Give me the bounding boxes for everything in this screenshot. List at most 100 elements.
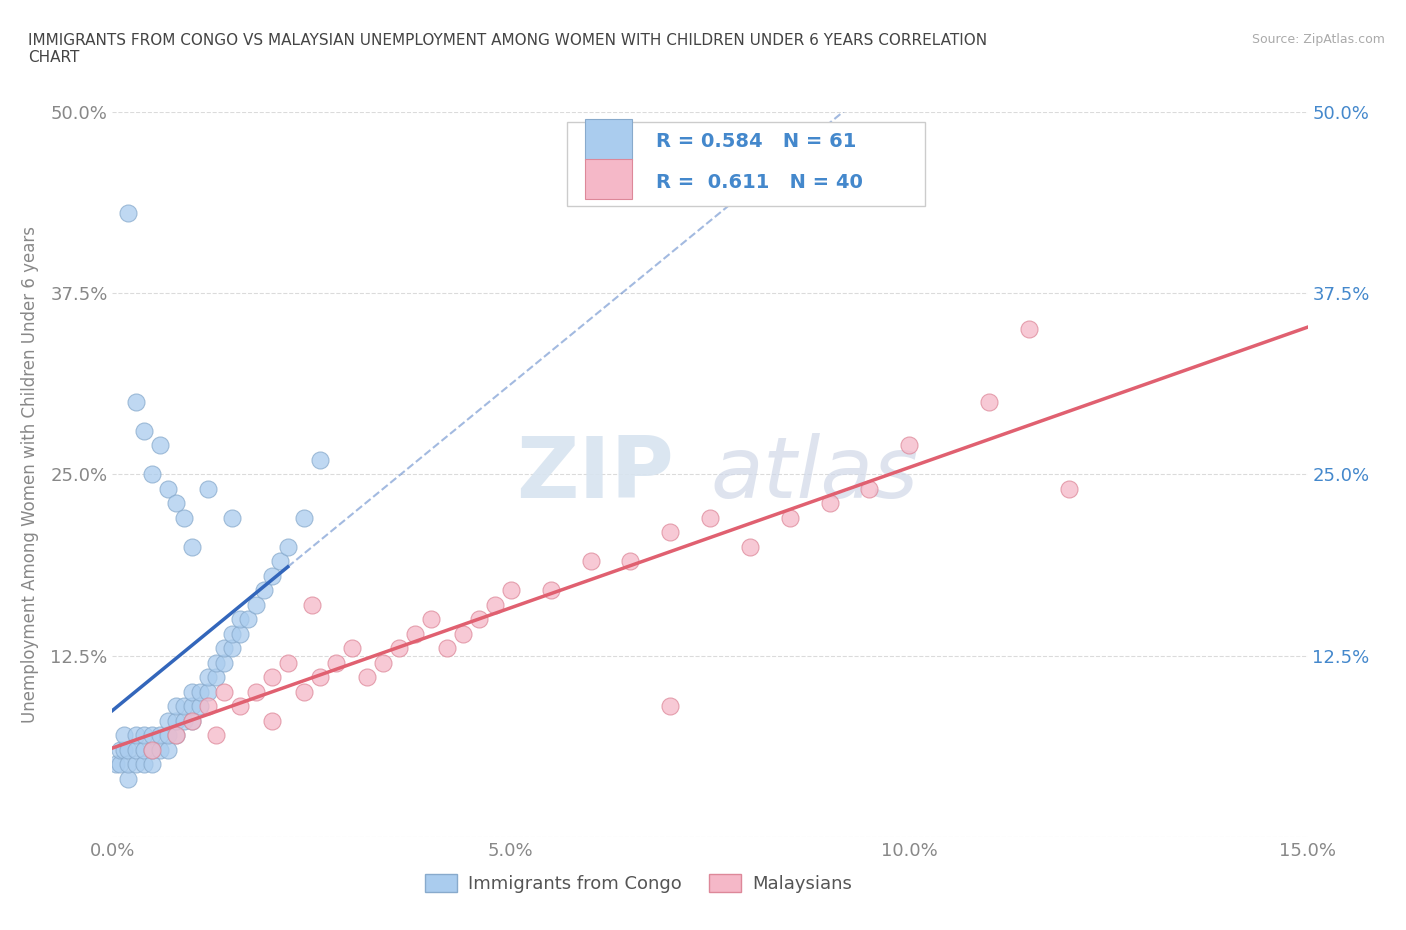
Point (221, 641, 243, 656)
Point (117, 742, 139, 757)
Point (221, 511, 243, 525)
Point (134, 757, 156, 772)
Point (173, 713, 195, 728)
Point (340, 641, 363, 656)
Point (260, 713, 283, 728)
Point (436, 641, 458, 656)
Point (165, 699, 187, 714)
Point (141, 728, 163, 743)
Point (197, 684, 219, 699)
Point (699, 511, 721, 525)
Point (181, 713, 204, 728)
Point (236, 612, 259, 627)
Point (157, 728, 180, 743)
Point (212, 684, 235, 699)
Point (114, 728, 135, 743)
Point (659, 525, 682, 539)
Point (197, 482, 219, 497)
Point (110, 757, 132, 772)
Point (221, 627, 243, 642)
Point (308, 670, 330, 684)
Point (117, 206, 139, 220)
Point (125, 742, 148, 757)
Point (404, 627, 426, 642)
Point (181, 539, 204, 554)
Point (356, 670, 378, 684)
FancyBboxPatch shape (585, 159, 633, 199)
Text: R = 0.584   N = 61: R = 0.584 N = 61 (657, 132, 856, 152)
Point (117, 757, 139, 772)
Point (125, 394, 148, 409)
Point (181, 699, 204, 714)
Point (245, 597, 267, 612)
Point (157, 742, 180, 757)
Point (484, 597, 506, 612)
Point (181, 713, 204, 728)
Point (105, 757, 128, 772)
Point (205, 728, 228, 743)
Point (499, 583, 522, 598)
Point (269, 554, 291, 569)
Text: Source: ZipAtlas.com: Source: ZipAtlas.com (1251, 33, 1385, 46)
Point (141, 742, 163, 757)
Point (165, 728, 187, 743)
Point (898, 438, 921, 453)
Point (977, 394, 1000, 409)
Point (260, 670, 283, 684)
Point (659, 699, 682, 714)
Point (134, 728, 156, 743)
Point (253, 583, 276, 598)
Point (197, 670, 219, 684)
Point (117, 772, 139, 787)
Point (245, 684, 267, 699)
Point (181, 684, 204, 699)
Point (141, 742, 163, 757)
Point (188, 699, 211, 714)
Point (229, 612, 252, 627)
Point (260, 568, 283, 583)
Text: atlas: atlas (710, 432, 918, 516)
Point (165, 713, 187, 728)
Point (149, 438, 172, 453)
Point (451, 627, 474, 642)
Point (301, 597, 323, 612)
Point (292, 511, 315, 525)
Point (173, 699, 195, 714)
Point (110, 742, 132, 757)
Point (579, 554, 602, 569)
Point (141, 467, 163, 482)
Point (388, 641, 411, 656)
Point (738, 539, 761, 554)
Point (205, 656, 228, 671)
Point (540, 583, 562, 598)
Point (134, 742, 156, 757)
Point (277, 656, 299, 671)
Point (420, 612, 443, 627)
Point (468, 612, 491, 627)
Text: R =  0.611   N = 40: R = 0.611 N = 40 (657, 173, 863, 192)
Point (619, 554, 641, 569)
FancyBboxPatch shape (585, 119, 633, 160)
Text: ZIP: ZIP (516, 432, 675, 516)
Y-axis label: Unemployment Among Women with Children Under 6 years: Unemployment Among Women with Children U… (21, 226, 39, 723)
Point (165, 728, 187, 743)
Point (858, 482, 880, 497)
Point (157, 713, 180, 728)
Point (277, 539, 299, 554)
Point (114, 742, 135, 757)
Point (229, 627, 252, 642)
Point (1018, 322, 1040, 337)
Legend: Immigrants from Congo, Malaysians: Immigrants from Congo, Malaysians (418, 867, 859, 900)
Point (325, 656, 347, 671)
Point (134, 423, 156, 438)
Point (197, 699, 219, 714)
Point (173, 511, 195, 525)
Point (373, 656, 395, 671)
Point (779, 511, 801, 525)
Point (141, 757, 163, 772)
Point (125, 757, 148, 772)
Point (188, 684, 211, 699)
FancyBboxPatch shape (567, 123, 925, 206)
Point (818, 496, 841, 511)
Point (125, 728, 148, 743)
